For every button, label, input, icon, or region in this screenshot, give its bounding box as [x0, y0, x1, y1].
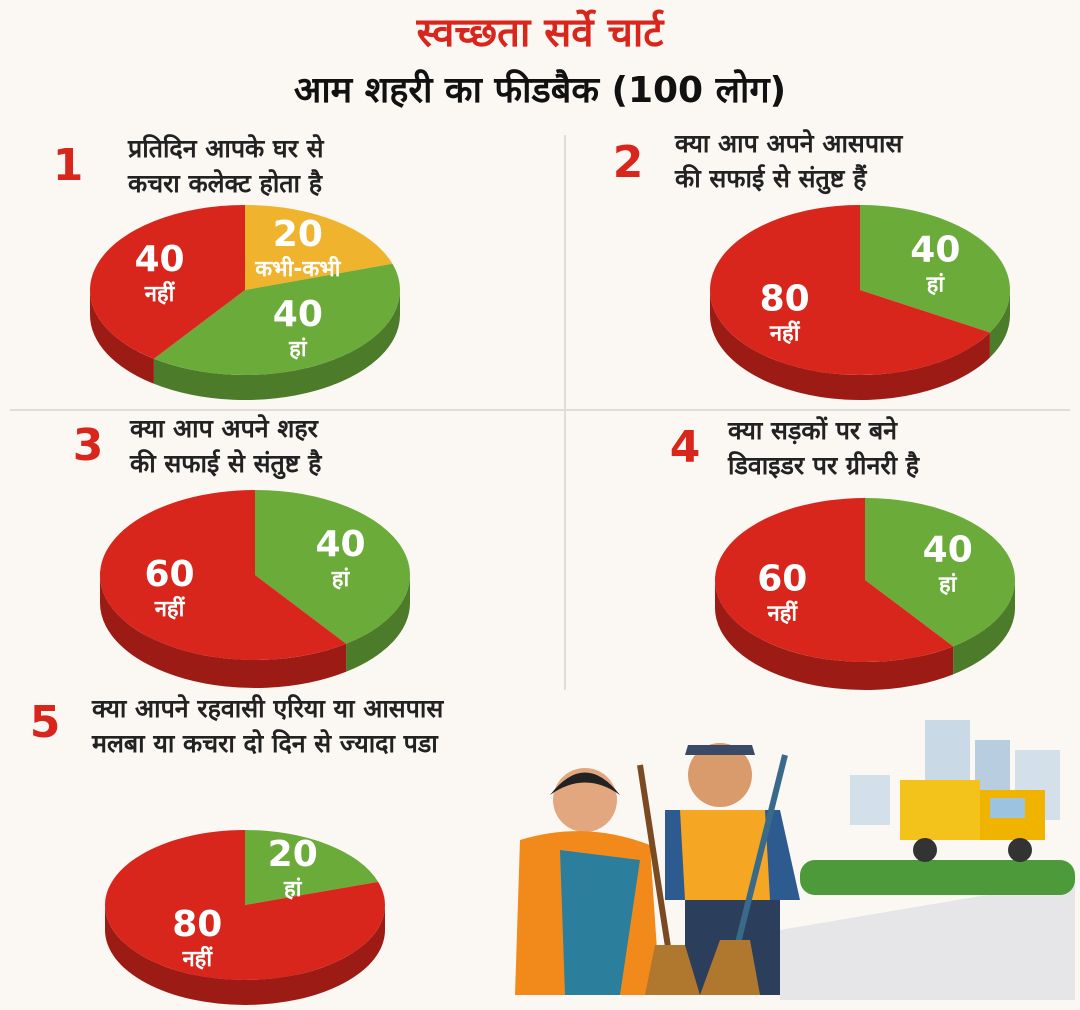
man-vest	[680, 810, 770, 900]
slice-side	[153, 290, 400, 400]
value-label: 80	[760, 279, 810, 320]
value-label: 20	[273, 214, 323, 255]
building	[850, 775, 890, 825]
category-label: नहीं	[154, 595, 186, 622]
chart-title: कचरा कलेक्ट होता है	[127, 169, 324, 198]
category-label: हां	[288, 337, 308, 362]
truck-window	[990, 798, 1025, 818]
category-label: हां	[331, 567, 351, 592]
pie-slice	[245, 830, 379, 905]
truck-body	[900, 780, 980, 840]
road	[780, 880, 1075, 1000]
chart-title: क्या सड़कों पर बने	[727, 416, 898, 445]
woman-hair	[550, 772, 620, 795]
slice-side	[715, 580, 954, 690]
pie-slice	[104, 830, 385, 981]
pie-slice	[255, 490, 410, 644]
broom	[700, 940, 760, 995]
pie-slice	[710, 205, 990, 375]
chart-title: डिवाइडर पर ग्रीनरी है	[727, 451, 921, 480]
chart-title: मलबा या कचरा दो दिन से ज्यादा पडा	[91, 729, 439, 758]
man-cap	[685, 745, 755, 755]
chart-number: 1	[53, 140, 84, 191]
chart-number: 2	[613, 137, 644, 188]
chart-number: 5	[30, 697, 61, 748]
value-label: 60	[757, 559, 807, 600]
value-label: 40	[273, 294, 323, 335]
pie-slice	[860, 205, 1010, 333]
chart-title: की सफाई से संतुष्ट हैं	[674, 164, 868, 195]
pie-slice	[99, 490, 347, 660]
chart-number: 4	[670, 422, 701, 473]
wheel	[913, 838, 937, 862]
value-label: 40	[134, 239, 184, 280]
pie-slice	[153, 263, 400, 376]
category-label: नहीं	[769, 320, 801, 347]
broom	[645, 945, 700, 995]
illustration	[515, 720, 1075, 1000]
category-label: हां	[926, 272, 946, 297]
category-label: कभी-कभी	[254, 255, 342, 282]
category-label: नहीं	[144, 280, 176, 307]
slice-side	[90, 290, 154, 384]
category-label: हां	[283, 877, 303, 902]
pie-slice	[245, 205, 393, 290]
woman-saree-border	[560, 850, 640, 995]
value-label: 40	[315, 524, 365, 565]
chart-title: क्या आप अपने शहर	[129, 414, 320, 443]
category-label: नहीं	[181, 945, 213, 972]
broom-handle	[637, 764, 673, 961]
broom-handle	[732, 754, 788, 956]
chart-number: 3	[73, 420, 104, 471]
chart-title: प्रतिदिन आपके घर से	[127, 134, 325, 163]
slice-side	[100, 575, 347, 688]
category-label: नहीं	[766, 600, 798, 627]
page-title: स्वच्छता सर्वे चार्ट	[416, 9, 666, 56]
slice-side	[953, 580, 1015, 675]
pie-slice	[715, 498, 954, 662]
value-label: 40	[923, 529, 973, 570]
man-face	[688, 743, 752, 807]
chart-title: क्या आप अपने आसपास	[674, 129, 904, 158]
chart-title: क्या आपने रहवासी एरिया या आसपास	[91, 694, 444, 723]
hedge	[800, 860, 1075, 895]
value-label: 80	[172, 904, 222, 945]
slice-side	[346, 575, 410, 672]
slice-side	[710, 290, 990, 401]
value-label: 40	[910, 229, 960, 270]
pie-slice	[865, 498, 1015, 647]
pie-slice	[90, 205, 245, 359]
chart-title: की सफाई से संतुष्ट है	[129, 449, 323, 480]
page-subtitle: आम शहरी का फीडबैक (100 लोग)	[294, 69, 786, 111]
category-label: हां	[938, 572, 958, 597]
slice-side	[105, 905, 385, 1005]
value-label: 20	[268, 834, 318, 875]
wheel	[1008, 838, 1032, 862]
slice-side	[989, 290, 1010, 358]
value-label: 60	[144, 554, 194, 595]
